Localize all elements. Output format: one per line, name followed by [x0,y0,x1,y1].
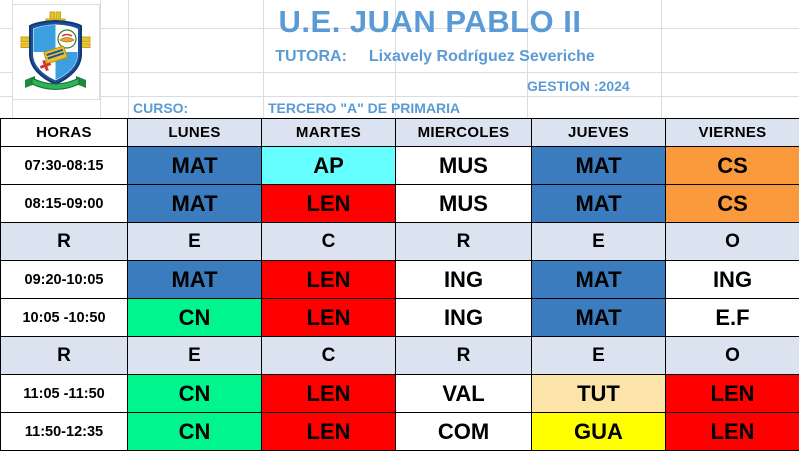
break-letter-cell: C [261,336,396,375]
column-header-martes: MARTES [261,118,396,147]
tutor-label: TUTORA: [275,48,347,65]
subject-cell: GUA [531,412,666,451]
subject-cell: AP [261,146,396,185]
subject-cell: MAT [531,184,666,223]
break-letter-cell: R [395,336,532,375]
table-header-row: HORAS LUNES MARTES MIERCOLES JUEVES VIER… [0,118,799,147]
subject-cell: CS [665,146,799,185]
tutor-name: Lixavely Rodríguez Severiche [368,48,595,65]
schedule-table: HORAS LUNES MARTES MIERCOLES JUEVES VIER… [0,118,799,451]
column-header-viernes: VIERNES [665,118,799,147]
time-slot-cell: 08:15-09:00 [0,184,128,223]
time-slot-cell: 11:50-12:35 [0,412,128,451]
break-letter-cell: E [531,336,666,375]
subject-cell: COM [395,412,532,451]
subject-cell: LEN [261,374,396,413]
subject-cell: CN [127,298,262,337]
subject-cell: MAT [127,146,262,185]
time-slot-cell: 11:05 -11:50 [0,374,128,413]
crest-icon [20,11,91,90]
subject-cell: MUS [395,146,532,185]
break-letter-cell: E [127,222,262,261]
subject-cell: ING [665,260,799,299]
curso-value: TERCERO "A" DE PRIMARIA [268,100,461,116]
table-row: 07:30-08:15 MAT AP MUS MAT CS [0,146,799,185]
page-header: U.E. JUAN PABLO II TUTORA: Lixavely Rodrí… [0,0,799,118]
table-row: 10:05 -10:50 CN LEN ING MAT E.F [0,298,799,337]
subject-cell: CN [127,412,262,451]
table-row: 08:15-09:00 MAT LEN MUS MAT CS [0,184,799,223]
page-title: U.E. JUAN PABLO II [278,4,582,39]
subject-cell: VAL [395,374,532,413]
column-header-miercoles: MIERCOLES [395,118,532,147]
subject-cell: CS [665,184,799,223]
time-slot-cell: 07:30-08:15 [0,146,128,185]
subject-cell: LEN [261,412,396,451]
break-letter-cell: O [665,222,799,261]
subject-cell: MAT [531,260,666,299]
break-letter-cell: R [0,222,128,261]
column-header-horas: HORAS [0,118,128,147]
subject-cell: CN [127,374,262,413]
subject-cell: MAT [531,146,666,185]
column-header-lunes: LUNES [127,118,262,147]
subject-cell: MAT [127,184,262,223]
school-crest-logo [12,4,100,100]
subject-cell: LEN [261,260,396,299]
time-slot-cell: 09:20-10:05 [0,260,128,299]
tutor-line: TUTORA: Lixavely Rodríguez Severiche [150,48,720,66]
subject-cell: LEN [261,298,396,337]
break-letter-cell: E [127,336,262,375]
table-row: 09:20-10:05 MAT LEN ING MAT ING [0,260,799,299]
table-row: 11:05 -11:50 CN LEN VAL TUT LEN [0,374,799,413]
gestion-label: GESTION :2024 [527,78,630,94]
subject-cell: MUS [395,184,532,223]
subject-cell: MAT [127,260,262,299]
curso-label: CURSO: [133,100,189,116]
subject-cell: ING [395,298,532,337]
column-header-jueves: JUEVES [531,118,666,147]
break-letter-cell: O [665,336,799,375]
subject-cell: ING [395,260,532,299]
subject-cell: TUT [531,374,666,413]
subject-cell: LEN [665,374,799,413]
time-slot-cell: 10:05 -10:50 [0,298,128,337]
subject-cell: LEN [665,412,799,451]
break-letter-cell: E [531,222,666,261]
break-letter-cell: R [0,336,128,375]
subject-cell: MAT [531,298,666,337]
break-letter-cell: C [261,222,396,261]
break-letter-cell: R [395,222,532,261]
subject-cell: LEN [261,184,396,223]
subject-cell: E.F [665,298,799,337]
table-row: 11:50-12:35 CN LEN COM GUA LEN [0,412,799,451]
